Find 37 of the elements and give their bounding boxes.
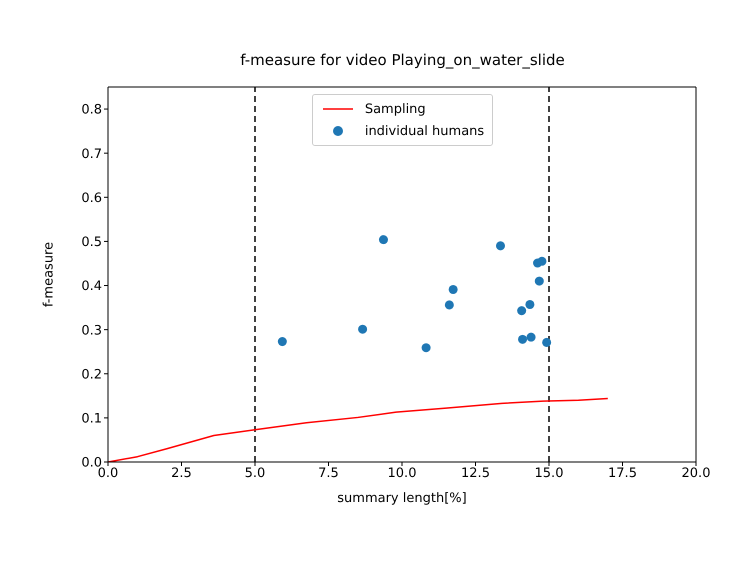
point [518,334,528,344]
point [496,241,506,250]
point [444,300,454,310]
point [534,276,544,286]
legend-label: individual humans [364,124,484,138]
y-tick-label: 0.7 [81,146,102,162]
x-tick-label: 17.5 [608,466,637,482]
point [358,324,368,334]
point [422,343,431,352]
y-tick-label: 0.1 [81,411,102,426]
y-axis-title: f-measure [42,242,57,308]
y-tick-label: 0.5 [81,235,102,250]
y-tick-label: 0.4 [81,279,102,294]
point [378,235,388,244]
chart-title: f-measure for video Playing_on_water_slide [239,51,566,69]
x-axis-title: summary length[%] [337,491,467,506]
y-tick-label: 0.6 [81,190,102,206]
x-tick-label: 2.5 [171,466,192,482]
x-tick-label: 7.5 [318,466,339,482]
point [278,337,287,346]
y-tick-label: 0.3 [81,323,102,338]
line-series [108,398,609,462]
point [448,284,458,294]
y-tick-label: 0.2 [81,367,102,382]
point [526,332,536,342]
x-tick-label: 0.0 [98,466,118,482]
point [525,300,534,310]
point [517,306,526,316]
x-tick-label: 10.0 [388,466,416,482]
point [537,256,546,266]
x-tick-label: 12.5 [461,466,490,482]
x-tick-label: 20.0 [682,466,710,482]
y-tick-label: 0.8 [81,102,102,118]
legend-label: Sampling [364,102,426,116]
point [542,338,552,347]
x-tick-label: 5.0 [244,466,266,482]
x-tick-label: 15.0 [534,466,564,482]
